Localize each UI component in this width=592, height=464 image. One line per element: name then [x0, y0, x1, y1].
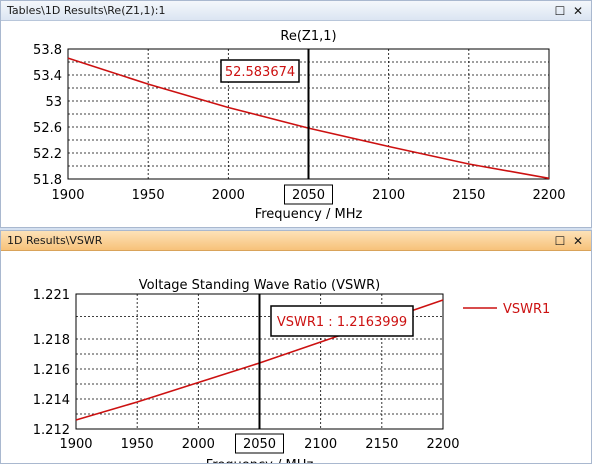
- legend-entry: VSWR1: [503, 302, 550, 317]
- x-tick-label: 1950: [121, 437, 154, 452]
- close-icon[interactable]: ✕: [572, 4, 584, 18]
- x-axis-label: Frequency / MHz: [206, 458, 314, 463]
- chart-title: Re(Z1,1): [280, 29, 336, 44]
- x-tick-label: 2100: [372, 188, 405, 203]
- maximize-icon[interactable]: ☐: [554, 234, 566, 248]
- y-tick-label: 53.8: [33, 43, 62, 58]
- close-icon[interactable]: ✕: [572, 234, 584, 248]
- panel-title-bar: 1D Results\VSWR: [1, 231, 591, 251]
- x-tick-label: 2150: [365, 437, 398, 452]
- y-tick-label: 1.212: [33, 423, 70, 438]
- x-axis-label: Frequency / MHz: [255, 207, 363, 222]
- x-tick-label: 2100: [304, 437, 337, 452]
- marker-label-box: [220, 59, 300, 83]
- marker-value-label: VSWR1 : 1.2163999: [277, 315, 407, 330]
- marker-value-label: 52.583674: [225, 65, 295, 80]
- re-z11-chart: Re(Z1,1) 1900 1950 2000 2050 2100 2150 2200 51.8…: [33, 29, 566, 222]
- y-tick-label: 52.6: [33, 121, 62, 136]
- y-tick-label: 53: [45, 95, 62, 110]
- chart-title: Voltage Standing Wave Ratio (VSWR): [139, 278, 380, 293]
- x-tick-label: 2150: [452, 188, 485, 203]
- x-tick-label: 1900: [59, 437, 92, 452]
- x-tick-label: 2200: [532, 188, 565, 203]
- x-tick-label: 2200: [426, 437, 459, 452]
- x-tick-label: 2000: [182, 437, 215, 452]
- y-tick-label: 51.8: [33, 173, 62, 188]
- y-tick-label: 1.214: [33, 393, 70, 408]
- x-tick-label: 2000: [212, 188, 245, 203]
- panel-title: 1D Results\VSWR: [7, 234, 103, 247]
- vswr-panel: 1D Results\VSWR ☐ ✕ Voltage Standing Wav…: [0, 230, 592, 464]
- panel-title: Tables\1D Results\Re(Z1,1):1: [7, 4, 166, 17]
- x-tick-label: 1900: [51, 188, 84, 203]
- y-tick-label: 1.221: [33, 288, 70, 303]
- marker-x-box: [284, 184, 333, 205]
- maximize-icon[interactable]: ☐: [554, 4, 566, 18]
- y-tick-label: 1.218: [33, 333, 70, 348]
- y-tick-label: 52.2: [33, 147, 62, 162]
- x-tick-label: 2050: [292, 188, 325, 203]
- x-tick-label: 1950: [132, 188, 165, 203]
- panel-title-bar: Tables\1D Results\Re(Z1,1):1: [1, 1, 591, 21]
- re-z11-panel: Tables\1D Results\Re(Z1,1):1 ☐ ✕ Re(Z1,1…: [0, 0, 592, 228]
- x-tick-label: 2050: [243, 437, 276, 452]
- marker-label-box: [270, 305, 414, 337]
- vswr-chart: Voltage Standing Wave Ratio (VSWR) 1900 19…: [33, 278, 551, 463]
- y-tick-label: 1.216: [33, 363, 70, 378]
- y-tick-label: 53.4: [33, 69, 62, 84]
- marker-x-box: [235, 433, 284, 454]
